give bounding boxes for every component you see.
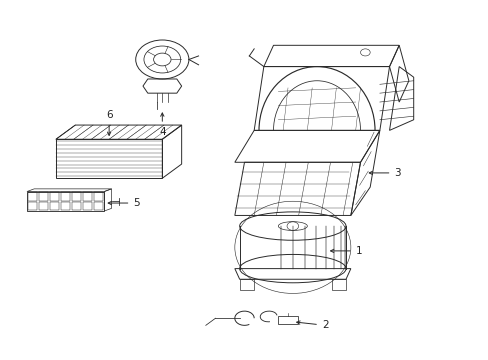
Bar bbox=[39, 202, 48, 210]
Bar bbox=[39, 192, 48, 201]
Bar bbox=[72, 192, 81, 201]
Bar bbox=[72, 202, 81, 210]
Bar bbox=[83, 192, 92, 201]
Bar bbox=[83, 202, 92, 210]
Text: 5: 5 bbox=[108, 198, 140, 208]
Text: 6: 6 bbox=[105, 110, 112, 135]
Bar bbox=[50, 192, 59, 201]
Bar bbox=[61, 202, 70, 210]
Text: 3: 3 bbox=[368, 168, 400, 178]
Text: 2: 2 bbox=[296, 320, 328, 330]
Text: 1: 1 bbox=[330, 246, 362, 256]
Bar bbox=[28, 192, 37, 201]
Bar bbox=[28, 202, 37, 210]
Text: 4: 4 bbox=[159, 113, 165, 137]
Bar bbox=[94, 202, 103, 210]
Bar bbox=[94, 192, 103, 201]
Bar bbox=[61, 192, 70, 201]
Bar bbox=[50, 202, 59, 210]
